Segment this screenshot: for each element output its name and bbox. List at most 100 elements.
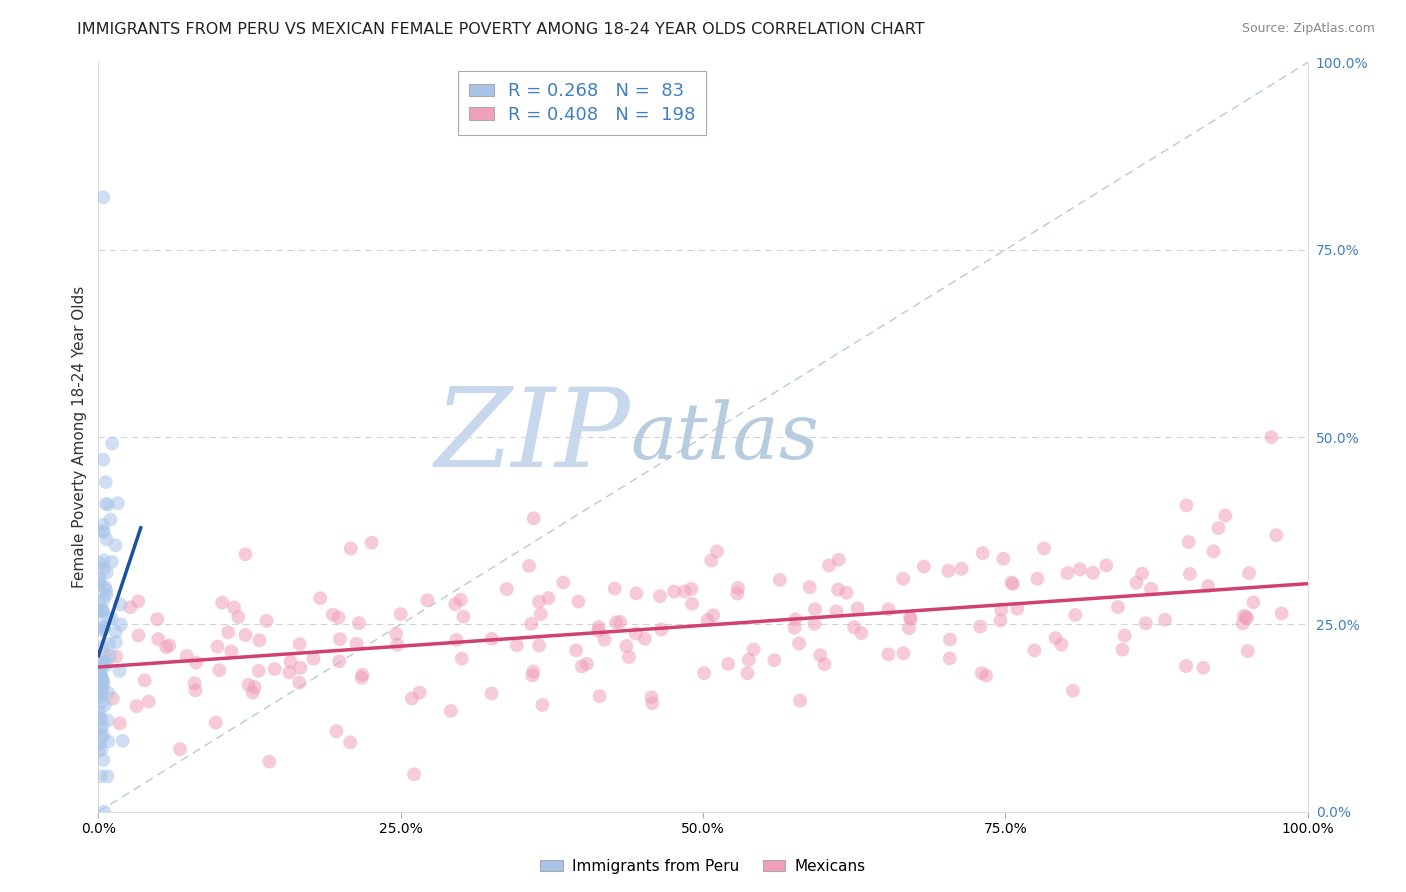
Point [108, 716, 131, 731]
Point [650, 623, 672, 637]
Point [339, 735, 361, 749]
Point [350, 671, 373, 685]
Point [825, 604, 848, 618]
Point [1001, 577, 1024, 591]
Point [571, 659, 593, 673]
Point [93, 562, 115, 576]
Point [328, 654, 350, 668]
Point [1265, 528, 1288, 542]
Text: ZIP: ZIP [434, 384, 630, 491]
Point [288, 675, 311, 690]
Point [222, 600, 245, 615]
Point [146, 612, 169, 626]
Point [128, 628, 150, 642]
Point [818, 558, 841, 573]
Point [401, 691, 423, 706]
Point [91, 673, 114, 687]
Point [450, 592, 472, 607]
Point [249, 633, 271, 648]
Point [238, 678, 260, 692]
Point [586, 624, 609, 638]
Point [450, 651, 472, 665]
Point [96, 588, 118, 602]
Point [626, 586, 648, 600]
Point [416, 593, 439, 607]
Point [100, 611, 122, 625]
Point [91, 720, 114, 734]
Point [803, 616, 825, 631]
Point [804, 602, 827, 616]
Point [186, 656, 208, 670]
Point [495, 582, 517, 596]
Point [1130, 566, 1153, 581]
Point [247, 664, 270, 678]
Point [184, 683, 207, 698]
Point [481, 632, 503, 646]
Point [1178, 566, 1201, 581]
Point [404, 767, 426, 781]
Point [259, 755, 281, 769]
Point [1026, 572, 1049, 586]
Point [280, 655, 302, 669]
Point [94, 475, 117, 489]
Point [89, 557, 111, 571]
Point [1000, 575, 1022, 590]
Point [89, 686, 111, 700]
Point [91, 659, 114, 673]
Point [98, 648, 121, 663]
Point [681, 582, 703, 596]
Point [211, 596, 233, 610]
Point [603, 582, 626, 596]
Point [93, 592, 115, 607]
Point [90, 769, 112, 783]
Point [641, 696, 664, 710]
Point [100, 512, 122, 526]
Point [893, 646, 915, 660]
Y-axis label: Female Poverty Among 18-24 Year Olds: Female Poverty Among 18-24 Year Olds [72, 286, 87, 588]
Point [134, 673, 156, 688]
Point [325, 724, 347, 739]
Point [706, 544, 728, 558]
Point [702, 608, 724, 623]
Point [90, 604, 112, 618]
Point [87, 606, 110, 620]
Point [94, 655, 117, 669]
Point [1154, 613, 1177, 627]
Point [609, 615, 631, 629]
Point [624, 626, 647, 640]
Point [157, 639, 180, 653]
Point [87, 710, 110, 724]
Point [444, 597, 467, 611]
Point [1236, 611, 1258, 625]
Point [228, 610, 250, 624]
Point [89, 690, 111, 705]
Point [1062, 683, 1084, 698]
Point [87, 570, 110, 584]
Point [89, 578, 111, 592]
Point [588, 620, 610, 634]
Point [738, 652, 761, 666]
Point [846, 601, 869, 615]
Point [990, 614, 1012, 628]
Point [950, 562, 973, 576]
Point [97, 734, 120, 748]
Text: IMMIGRANTS FROM PERU VS MEXICAN FEMALE POVERTY AMONG 18-24 YEAR OLDS CORRELATION: IMMIGRANTS FROM PERU VS MEXICAN FEMALE P… [77, 22, 925, 37]
Point [662, 584, 685, 599]
Point [1045, 631, 1067, 645]
Point [1125, 575, 1147, 590]
Point [96, 657, 118, 672]
Point [1107, 600, 1129, 615]
Point [108, 598, 131, 612]
Point [91, 653, 114, 667]
Point [877, 602, 900, 616]
Point [1095, 558, 1118, 573]
Point [256, 614, 278, 628]
Point [204, 715, 226, 730]
Point [1069, 562, 1091, 576]
Point [91, 190, 114, 204]
Point [725, 586, 748, 600]
Point [93, 698, 115, 713]
Point [1208, 521, 1230, 535]
Point [93, 648, 115, 662]
Point [90, 712, 112, 726]
